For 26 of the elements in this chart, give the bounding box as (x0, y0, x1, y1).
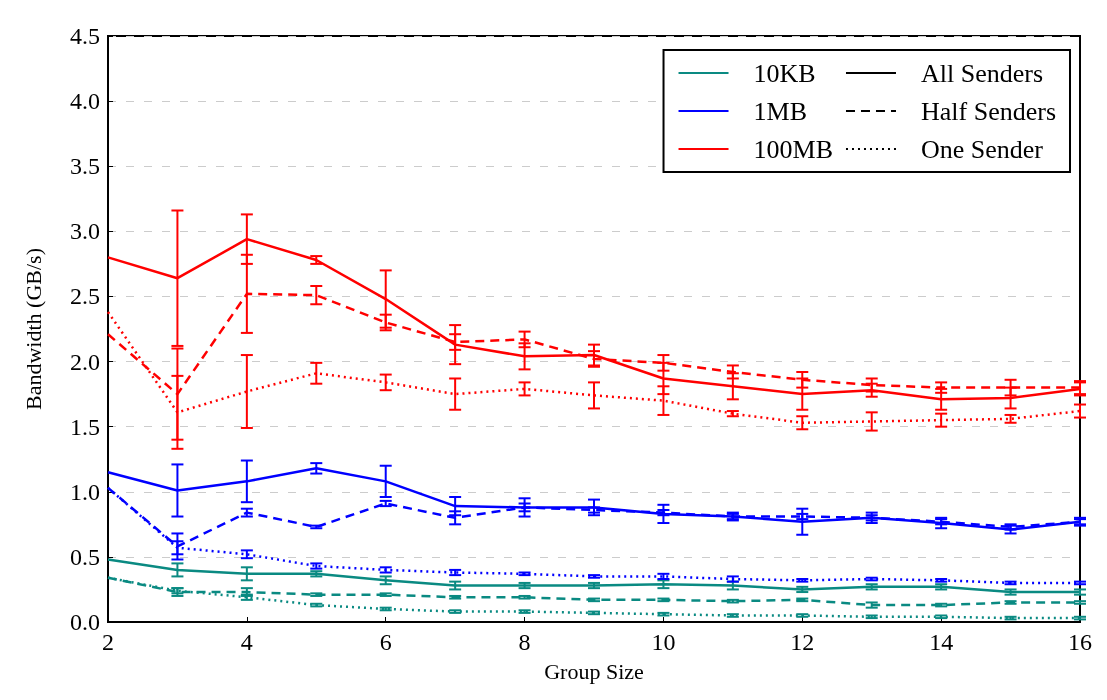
x-tick-label: 8 (518, 629, 531, 655)
y-tick-label: 1.0 (70, 478, 100, 505)
x-tick-label: 12 (790, 629, 815, 655)
y-tick-label: 2.0 (70, 348, 100, 375)
legend-label: 1MB (753, 96, 807, 126)
legend-label: Half Senders (920, 96, 1056, 126)
x-tick-label: 4 (240, 629, 253, 655)
legend-label: 100MB (753, 134, 833, 164)
y-tick-label: 3.5 (70, 153, 100, 180)
y-tick-label: 2.5 (70, 283, 100, 310)
legend-label: All Senders (920, 58, 1044, 88)
x-axis-title: Group Size (544, 658, 644, 684)
y-tick-label: 0.0 (70, 609, 100, 635)
legend-label: 10KB (753, 58, 816, 88)
y-tick-label: 4.0 (70, 88, 100, 115)
y-tick-label: 3.0 (70, 218, 100, 245)
y-tick-label: 1.5 (70, 413, 100, 440)
y-axis-title: Bandwidth (GB/s) (20, 248, 46, 410)
x-tick-label: 2 (102, 629, 114, 655)
x-tick-label: 16 (1068, 629, 1092, 655)
x-tick-label: 6 (379, 629, 392, 655)
y-tick-label: 4.5 (70, 23, 100, 49)
legend-label: One Sender (920, 134, 1044, 164)
y-tick-label: 0.5 (70, 543, 100, 570)
x-tick-label: 14 (929, 629, 954, 655)
x-tick-label: 10 (651, 629, 676, 655)
